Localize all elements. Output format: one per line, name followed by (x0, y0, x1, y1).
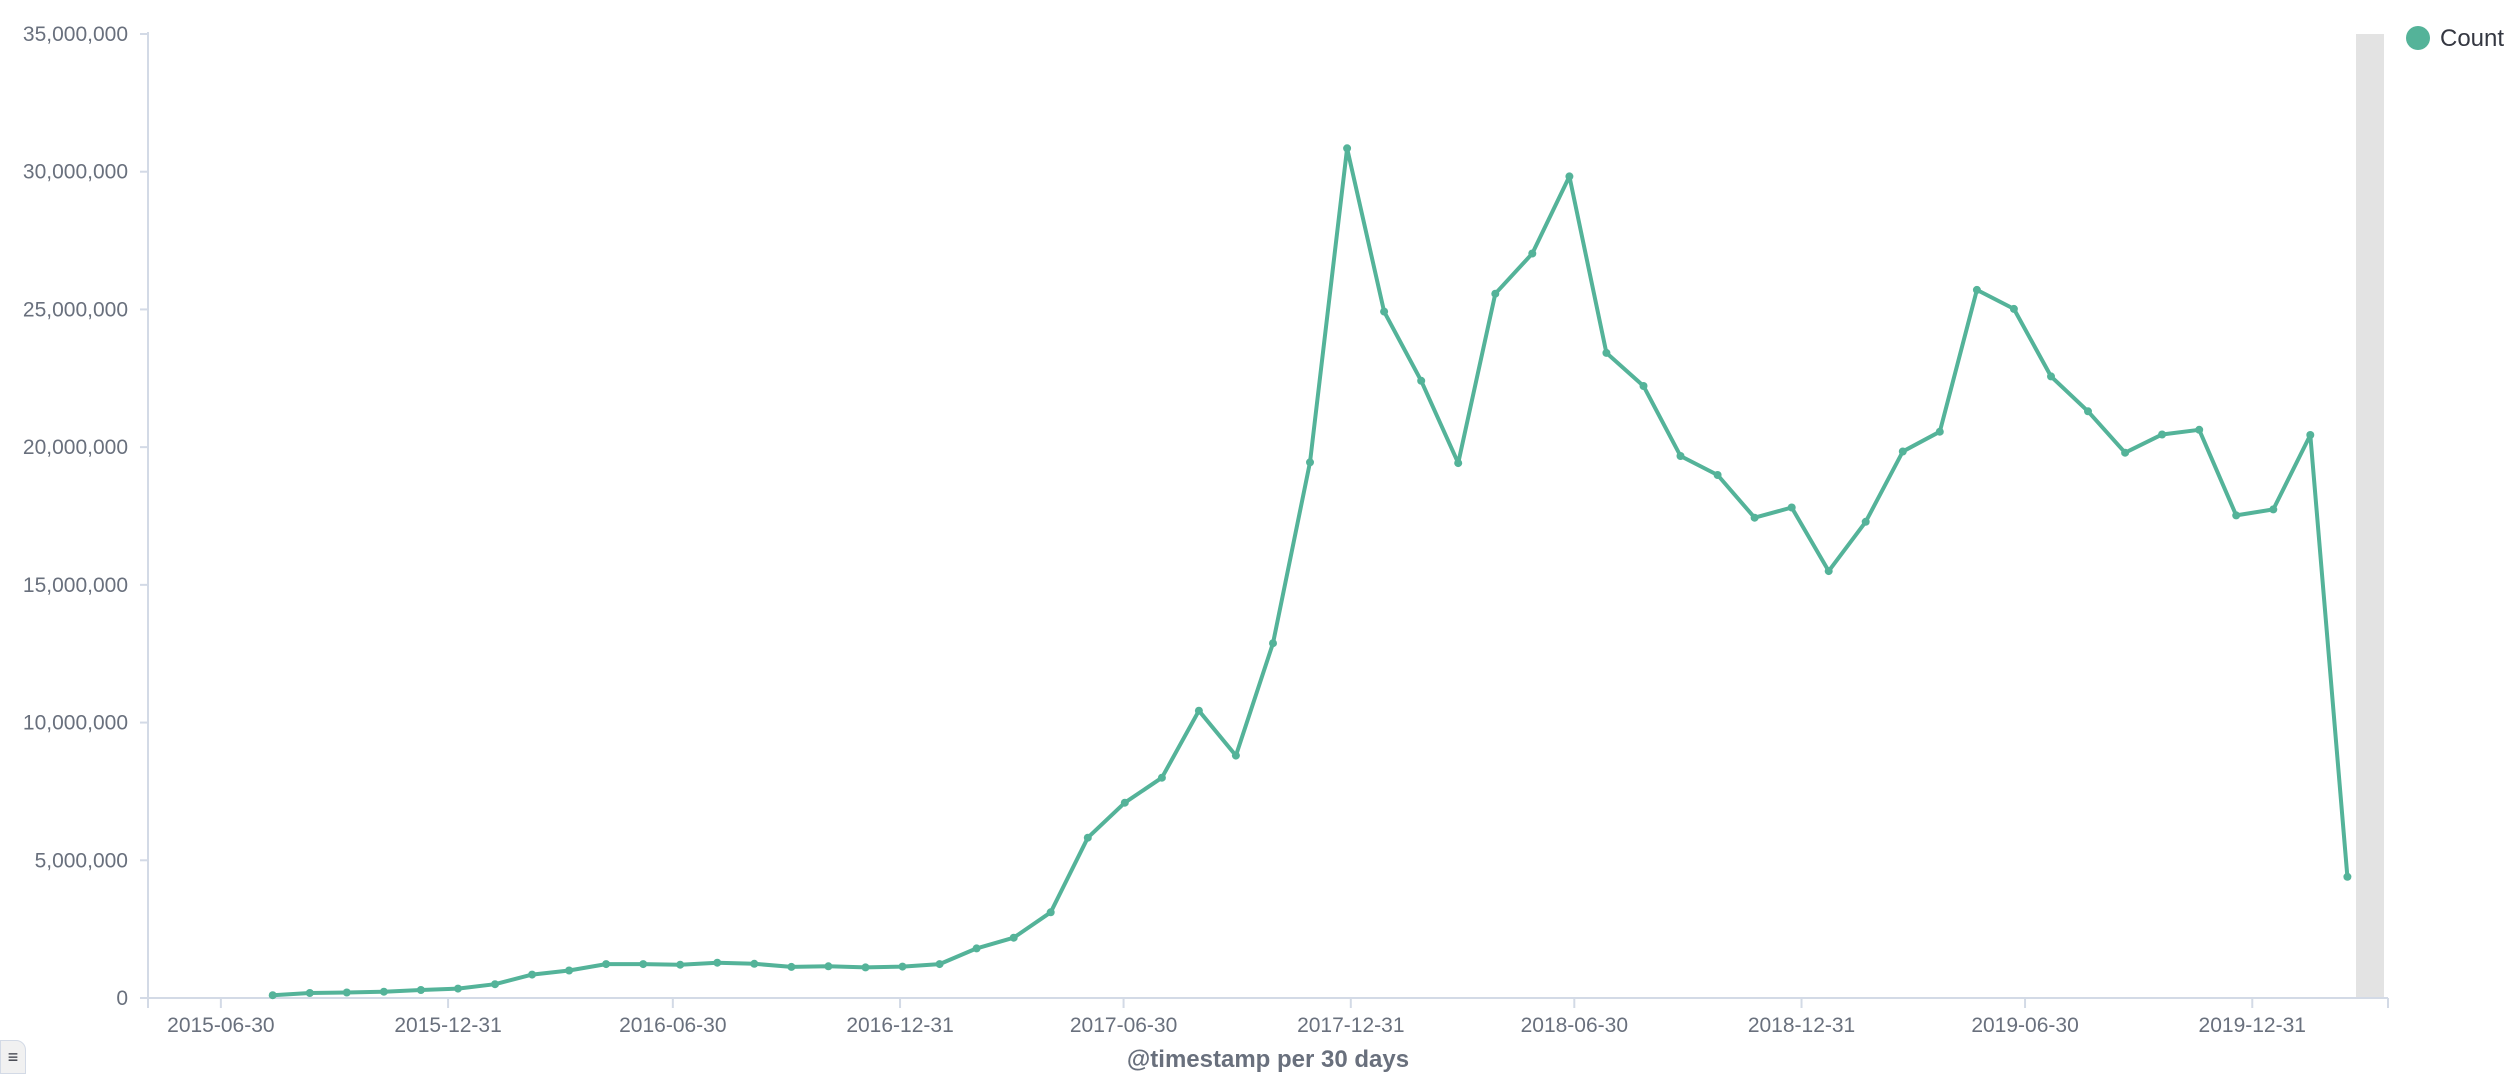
data-point[interactable] (1898, 447, 1907, 456)
data-point[interactable] (2343, 872, 2352, 881)
data-point[interactable] (1565, 172, 1574, 181)
data-point[interactable] (1639, 382, 1648, 390)
data-point[interactable] (750, 959, 759, 968)
legend-swatch-icon (2406, 26, 2430, 50)
data-point[interactable] (1083, 833, 1092, 842)
data-point[interactable] (1528, 249, 1537, 258)
data-point[interactable] (898, 962, 907, 971)
data-point[interactable] (1713, 471, 1722, 479)
x-tick-label: 2016-06-30 (619, 1014, 726, 1037)
data-point[interactable] (1269, 639, 1277, 648)
x-tick-label: 2019-12-31 (2199, 1014, 2306, 1037)
data-point[interactable] (454, 984, 462, 993)
data-point[interactable] (1676, 452, 1685, 460)
data-point[interactable] (824, 962, 833, 971)
y-axis-ticks: 0 5,000,000 10,000,000 15,000,000 20,000,000… (23, 23, 148, 1010)
y-tick-label: 0 (116, 987, 128, 1010)
y-tick-label: 20,000,000 (23, 436, 128, 459)
x-tick-label: 2016-12-31 (846, 1014, 953, 1037)
data-point[interactable] (2195, 425, 2204, 434)
data-point[interactable] (1454, 459, 1463, 468)
y-tick-label: 15,000,000 (23, 574, 128, 597)
data-point[interactable] (1231, 751, 1240, 760)
data-point[interactable] (2009, 304, 2018, 313)
data-point[interactable] (1935, 427, 1944, 436)
data-point[interactable] (787, 962, 796, 971)
data-point[interactable] (1861, 517, 1870, 526)
x-tick-label: 2017-06-30 (1070, 1014, 1177, 1037)
data-point[interactable] (1491, 289, 1500, 298)
data-point[interactable] (379, 987, 388, 996)
data-point[interactable] (1972, 285, 1981, 294)
x-tick-label: 2017-12-31 (1297, 1014, 1404, 1037)
data-point[interactable] (305, 989, 314, 997)
data-point[interactable] (2306, 431, 2315, 439)
y-tick-label: 35,000,000 (23, 23, 128, 46)
y-tick-label: 10,000,000 (23, 712, 128, 735)
x-tick-label: 2015-06-30 (167, 1014, 274, 1037)
y-tick-label: 30,000,000 (23, 161, 128, 184)
data-point[interactable] (1602, 348, 1611, 357)
data-point[interactable] (342, 988, 351, 997)
data-point[interactable] (1009, 933, 1018, 942)
data-point[interactable] (416, 986, 425, 994)
data-point[interactable] (1306, 458, 1314, 467)
legend-label: Count (2440, 25, 2504, 52)
data-point[interactable] (639, 960, 648, 969)
data-point[interactable] (713, 958, 722, 967)
legend-toggle-icon[interactable]: ≡ (0, 1040, 26, 1074)
data-point[interactable] (2269, 505, 2278, 514)
data-point[interactable] (1157, 773, 1166, 782)
data-point[interactable] (565, 966, 574, 975)
x-tick-label: 2018-12-31 (1748, 1014, 1855, 1037)
data-point[interactable] (2121, 448, 2130, 457)
x-tick-label: 2019-06-30 (1971, 1014, 2078, 1037)
y-tick-label: 5,000,000 (35, 849, 128, 872)
data-point[interactable] (1787, 503, 1796, 512)
data-point[interactable] (1417, 376, 1426, 385)
data-point[interactable] (2158, 430, 2167, 439)
x-axis-title: @timestamp per 30 days (1127, 1046, 1409, 1073)
data-point[interactable] (1750, 513, 1759, 522)
data-point[interactable] (935, 960, 944, 969)
data-point[interactable] (2084, 407, 2092, 416)
data-point[interactable] (1343, 144, 1352, 153)
data-point[interactable] (2232, 511, 2241, 520)
data-point[interactable] (1046, 908, 1055, 917)
brush-scrollbar[interactable] (2356, 34, 2384, 998)
data-point[interactable] (2047, 372, 2055, 381)
data-point[interactable] (491, 980, 499, 989)
data-point[interactable] (602, 960, 611, 969)
data-point[interactable] (528, 970, 537, 979)
data-point[interactable] (676, 960, 685, 969)
x-tick-label: 2018-06-30 (1521, 1014, 1628, 1037)
legend[interactable]: Count (2406, 25, 2504, 52)
data-point[interactable] (1824, 567, 1833, 576)
data-point[interactable] (1380, 307, 1389, 316)
data-point[interactable] (1194, 706, 1203, 715)
series-line-count (270, 146, 2350, 998)
x-axis-ticks: 2015-06-30 2015-12-31 2016-06-30 2016-12-31… (147, 998, 2389, 1037)
data-points (268, 144, 2352, 1000)
data-point[interactable] (1120, 798, 1129, 807)
data-point[interactable] (861, 963, 870, 972)
y-tick-label: 25,000,000 (23, 298, 128, 321)
data-point[interactable] (972, 944, 981, 953)
x-tick-label: 2015-12-31 (394, 1014, 501, 1037)
data-point[interactable] (268, 991, 277, 1000)
